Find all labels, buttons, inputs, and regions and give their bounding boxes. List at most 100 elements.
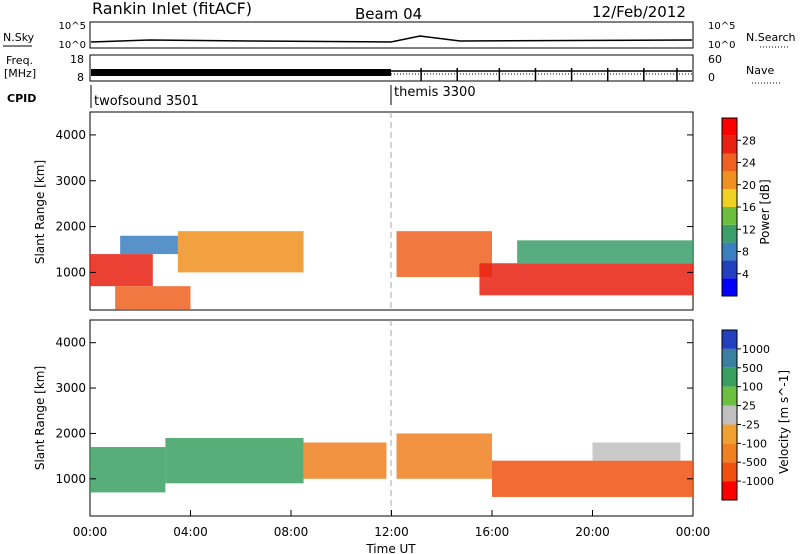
- colorbar-swatch: [722, 260, 737, 279]
- noise-tick-right-top: 10^5: [708, 21, 735, 32]
- x-tick-label: 04:00: [173, 525, 208, 539]
- noise-tick-left-top: 10^5: [59, 21, 86, 32]
- colorbar-swatch: [722, 153, 737, 172]
- x-axis-label: Time UT: [365, 542, 416, 554]
- noise-tick-left-bottom: 10^0: [59, 40, 86, 51]
- noise-sky-line: [90, 35, 693, 43]
- y-tick-label: 2000: [55, 426, 86, 440]
- power-colorbar-label: Power [dB]: [758, 179, 772, 244]
- freq-panel-frame: [89, 54, 694, 82]
- y-tick-label: 2000: [55, 220, 86, 234]
- colorbar-tick-label: 500: [742, 362, 763, 375]
- freq-panel: Freq. [MHz] 18 8 60 0 Nave: [4, 53, 780, 84]
- colorbar-swatch: [722, 424, 737, 444]
- colorbar-tick-label: 16: [742, 201, 756, 214]
- x-tick-label: 20:00: [575, 525, 610, 539]
- y-tick-label: 1000: [55, 472, 86, 486]
- station-title: Rankin Inlet (fitACF): [92, 0, 252, 18]
- x-tick-label: 08:00: [274, 525, 309, 539]
- power-colorbar: 4 8 12 16 20 24 28: [721, 117, 756, 297]
- x-axis: 00:00 04:00 08:00 12:00 16:00 20:00 00:00: [73, 510, 711, 539]
- date-title: 12/Feb/2012: [592, 3, 686, 21]
- nave-label: Nave: [746, 64, 774, 77]
- colorbar-tick-label: 100: [742, 381, 763, 394]
- noise-panel: N.Sky N.Search 10^5 10^0 10^5 10^0: [3, 21, 796, 51]
- colorbar-swatch: [722, 207, 737, 225]
- colorbar-tick-label: -500: [742, 456, 767, 469]
- colorbar-swatch: [722, 189, 737, 207]
- data-band: [120, 235, 178, 255]
- freq-label-line1: Freq.: [6, 54, 33, 67]
- velocity-y-ticks: 1000 2000 3000 4000: [55, 336, 693, 486]
- colorbar-tick-label: 24: [742, 157, 756, 170]
- x-tick-label: 16:00: [475, 525, 510, 539]
- freq-label-line2: [MHz]: [4, 67, 36, 80]
- colorbar-swatch: [722, 135, 737, 154]
- data-band: [165, 437, 304, 484]
- freq-tick-left-bottom: 8: [77, 71, 84, 84]
- colorbar-swatch: [722, 405, 737, 425]
- data-band: [396, 433, 492, 479]
- velocity-data-bands: [90, 433, 693, 497]
- colorbar-swatch: [722, 443, 737, 463]
- colorbar-tick-label: 28: [742, 134, 756, 147]
- colorbar-tick-label: 12: [742, 223, 756, 236]
- noise-panel-frame: [89, 21, 694, 49]
- freq-tick-marks: [420, 68, 678, 81]
- x-tick-label: 00:00: [73, 525, 108, 539]
- colorbar-swatch: [722, 386, 737, 406]
- y-tick-label: 1000: [55, 265, 86, 279]
- data-band: [177, 231, 304, 273]
- freq-tick-left-top: 18: [70, 53, 84, 66]
- y-tick-label: 3000: [55, 174, 86, 188]
- colorbar-tick-label: 8: [742, 246, 749, 259]
- noise-right-label: N.Search: [746, 31, 796, 44]
- colorbar-swatch: [722, 348, 737, 368]
- data-band: [517, 240, 693, 264]
- freq-tick-right-bottom: 0: [708, 71, 715, 84]
- colorbar-tick-label: 4: [742, 268, 749, 281]
- noise-sky-trace: [90, 35, 693, 43]
- cpid-segment-2: themis 3300: [394, 85, 476, 100]
- beam-title: Beam 04: [355, 5, 422, 23]
- freq-tick-right-top: 60: [708, 53, 722, 66]
- freq-band-twofsound: [91, 69, 391, 76]
- y-tick-label: 4000: [55, 336, 86, 350]
- noise-left-label: N.Sky: [3, 31, 35, 44]
- colorbar-swatch: [722, 462, 737, 482]
- colorbar-swatch: [722, 481, 737, 500]
- data-band: [90, 447, 166, 493]
- colorbar-swatch: [722, 367, 737, 387]
- data-band: [90, 254, 153, 287]
- colorbar-tick-label: 1000: [742, 343, 770, 356]
- data-band: [303, 442, 387, 479]
- data-band: [115, 286, 191, 310]
- colorbar-swatch: [722, 242, 737, 261]
- colorbar-tick-label: -100: [742, 437, 767, 450]
- y-tick-label: 3000: [55, 381, 86, 395]
- y-tick-label: 4000: [55, 128, 86, 142]
- data-band: [492, 460, 693, 497]
- data-band: [479, 263, 693, 296]
- colorbar-tick-label: 20: [742, 179, 756, 192]
- cpid-panel: CPID twofsound 3501 themis 3300: [7, 85, 476, 109]
- velocity-ylabel: Slant Range [km]: [33, 366, 47, 470]
- x-tick-label: 12:00: [374, 525, 409, 539]
- colorbar-swatch: [722, 224, 737, 243]
- colorbar-swatch: [722, 118, 737, 136]
- colorbar-swatch: [722, 330, 737, 349]
- power-ylabel: Slant Range [km]: [33, 160, 47, 264]
- colorbar-swatch: [722, 278, 737, 296]
- power-y-ticks: 1000 2000 3000 4000: [55, 128, 693, 279]
- power-data-bands: [90, 231, 693, 310]
- cpid-label: CPID: [7, 92, 36, 105]
- x-tick-label: 00:00: [676, 525, 711, 539]
- data-band: [396, 231, 492, 277]
- noise-tick-right-bottom: 10^0: [708, 40, 735, 51]
- colorbar-tick-label: -25: [742, 418, 760, 431]
- data-band: [592, 442, 681, 461]
- velocity-colorbar-label: Velocity [m s^-1]: [777, 370, 791, 474]
- colorbar-swatch: [722, 171, 737, 190]
